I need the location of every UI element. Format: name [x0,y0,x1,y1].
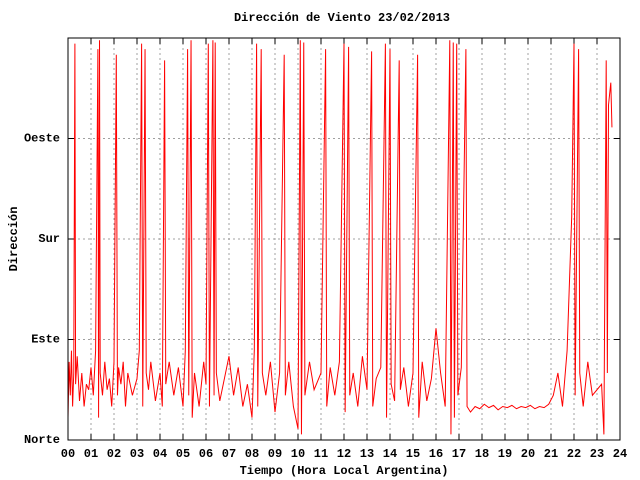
x-tick-label: 14 [383,447,397,461]
x-tick-label: 07 [222,447,236,461]
x-tick-label: 19 [498,447,512,461]
y-tick-label: Norte [24,433,60,447]
data-line [67,40,613,435]
x-tick-label: 16 [429,447,443,461]
x-tick-label: 22 [567,447,581,461]
x-tick-label: 23 [590,447,604,461]
x-tick-label: 09 [268,447,282,461]
y-tick-label: Sur [38,232,60,246]
y-tick-label: Este [31,333,60,347]
x-tick-label: 24 [613,447,627,461]
x-tick-label: 06 [199,447,213,461]
x-axis-label: Tiempo (Hora Local Argentina) [240,464,449,478]
x-tick-label: 15 [406,447,420,461]
x-tick-label: 08 [245,447,259,461]
x-tick-label: 20 [521,447,535,461]
x-tick-label: 18 [475,447,489,461]
y-axis-label: Dirección [7,207,21,272]
x-tick-label: 03 [130,447,144,461]
x-tick-label: 10 [291,447,305,461]
x-tick-label: 11 [314,447,328,461]
x-tick-label: 05 [176,447,190,461]
x-tick-label: 02 [107,447,121,461]
plot-frame [67,37,621,441]
x-tick-label: 13 [360,447,374,461]
chart-title: Dirección de Viento 23/02/2013 [234,11,450,25]
x-tick-label: 12 [337,447,351,461]
x-tick-label: 00 [61,447,75,461]
y-tick-label: Oeste [24,132,60,146]
x-tick-label: 04 [153,447,167,461]
x-tick-label: 21 [544,447,558,461]
x-tick-label: 01 [84,447,98,461]
x-tick-label: 17 [452,447,466,461]
